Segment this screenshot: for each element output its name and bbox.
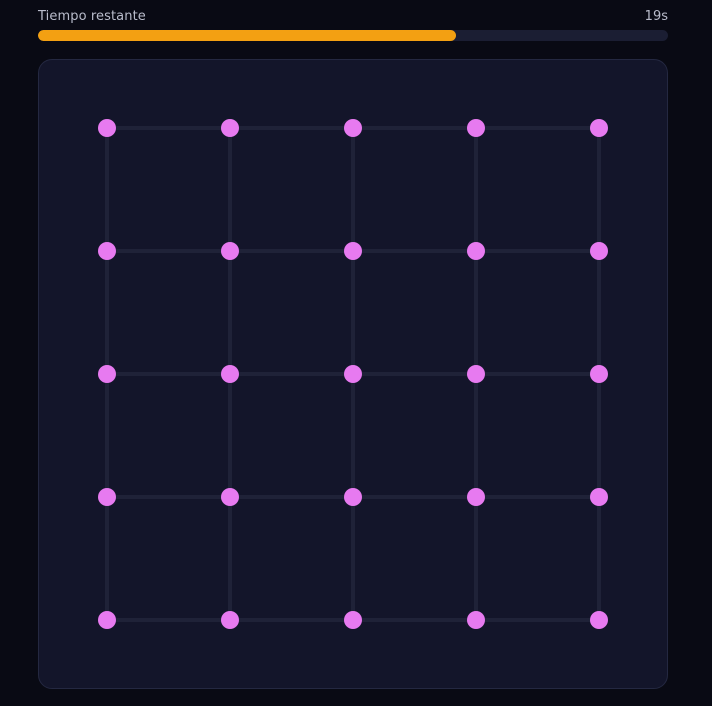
grid-dot[interactable] [344,242,362,260]
timer-progress-bar [38,30,668,41]
grid-dot[interactable] [98,119,116,137]
grid-dot[interactable] [344,611,362,629]
game-board [38,59,668,689]
timer-value: 19s [644,9,668,24]
grid-dot[interactable] [590,365,608,383]
grid-dot[interactable] [590,611,608,629]
grid-dot[interactable] [467,488,485,506]
grid-dot[interactable] [467,611,485,629]
grid-dot[interactable] [221,488,239,506]
grid-dot[interactable] [344,488,362,506]
grid-dot[interactable] [467,119,485,137]
grid-dot[interactable] [344,365,362,383]
grid-dot[interactable] [98,488,116,506]
dot-grid [98,119,608,629]
grid-dot[interactable] [344,119,362,137]
grid-dot[interactable] [98,611,116,629]
grid-dot[interactable] [221,119,239,137]
timer-label: Tiempo restante [38,9,146,24]
grid-dot[interactable] [221,242,239,260]
grid-dot[interactable] [590,119,608,137]
grid-dot[interactable] [467,365,485,383]
grid-dot[interactable] [590,242,608,260]
grid-dot[interactable] [467,242,485,260]
timer-progress-fill [38,30,457,41]
grid-dot[interactable] [590,488,608,506]
grid-dot[interactable] [221,611,239,629]
grid-dot[interactable] [221,365,239,383]
grid-dot[interactable] [98,242,116,260]
grid-dot[interactable] [98,365,116,383]
